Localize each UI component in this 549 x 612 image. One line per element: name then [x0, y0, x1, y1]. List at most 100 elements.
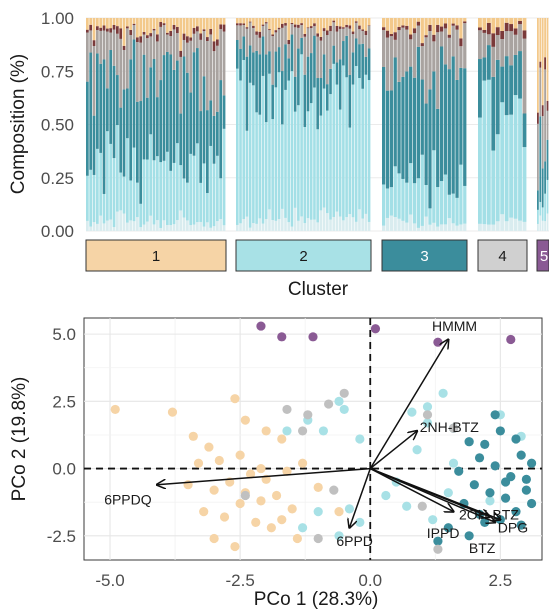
composition-bar-segment — [537, 190, 539, 210]
composition-bar-segment — [179, 56, 183, 114]
composition-bar-segment — [261, 25, 265, 37]
composition-bar-segment — [354, 38, 358, 66]
composition-bar-segment — [192, 224, 196, 231]
pcoa-vector-label: BTZ — [469, 540, 496, 556]
composition-bar-segment — [428, 224, 432, 231]
composition-bar-segment — [335, 84, 339, 212]
composition-bar-segment — [509, 114, 514, 218]
composition-bar-segment — [313, 219, 316, 231]
composition-bar-segment — [156, 18, 159, 35]
composition-bar-segment — [152, 59, 156, 161]
composition-bar-segment — [459, 164, 463, 225]
composition-bar-segment — [338, 109, 342, 217]
composition-bar-segment — [482, 57, 487, 81]
composition-bar-segment — [463, 23, 467, 69]
composition-bar-segment — [382, 184, 386, 226]
composition-bar-segment — [297, 105, 300, 221]
composition-bar-segment — [169, 170, 173, 226]
composition-bar-segment — [293, 18, 297, 25]
composition-bar-segment — [199, 182, 203, 222]
composition-bar-segment — [409, 34, 413, 40]
composition-bar-segment — [313, 26, 316, 36]
composition-bar-segment — [537, 18, 539, 113]
composition-bar-segment — [136, 18, 139, 38]
composition-bar-segment — [309, 53, 313, 104]
composition-bar-segment — [316, 222, 319, 231]
composition-bar-segment — [284, 44, 287, 90]
composition-bar-segment — [236, 18, 239, 24]
pcoa-point-cluster-2 — [344, 504, 355, 514]
composition-bar-segment — [405, 25, 409, 30]
composition-bar-segment — [306, 56, 310, 112]
composition-bar-segment — [382, 225, 386, 231]
pcoa-point-cluster-4 — [448, 423, 459, 433]
composition-bar-segment — [209, 227, 213, 231]
pcoa-point-cluster-3 — [480, 439, 490, 449]
composition-bar-segment — [166, 151, 169, 225]
composition-bar-segment — [416, 18, 421, 22]
pcoa-x-tick-label: -2.5 — [225, 571, 254, 590]
composition-bar-segment — [271, 119, 274, 221]
composition-bar-segment — [258, 37, 262, 55]
pcoa-point-cluster-1 — [297, 458, 308, 468]
composition-bar-segment — [486, 79, 491, 225]
composition-bar-segment — [284, 89, 287, 218]
composition-bar-segment — [216, 221, 219, 231]
composition-bar-segment — [86, 81, 89, 176]
cluster-strip-label: 3 — [420, 248, 428, 265]
composition-bar-segment — [513, 18, 518, 29]
composition-bar-segment — [500, 66, 505, 103]
composition-bar-segment — [420, 46, 424, 80]
pcoa-vector-arrow — [369, 467, 495, 523]
composition-bar-segment — [169, 36, 173, 55]
composition-bar-segment — [428, 18, 432, 25]
composition-y-ticks: 0.00 0.25 0.50 0.75 1.00 — [41, 9, 74, 241]
pcoa-point-cluster-3 — [511, 434, 521, 444]
composition-bar-segment — [546, 213, 549, 231]
composition-bar-segment — [459, 67, 463, 165]
composition-bar-segment — [248, 21, 252, 23]
composition-bar-segment — [89, 24, 93, 31]
composition-bar-segment — [401, 25, 405, 28]
composition-bar-segment — [486, 34, 491, 46]
composition-bar-segment — [258, 218, 262, 231]
composition-bar-segment — [409, 163, 413, 215]
composition-bar-segment — [202, 226, 206, 231]
pcoa-point-cluster-3 — [464, 437, 474, 447]
composition-bar-segment — [252, 52, 255, 86]
composition-bar-segment — [261, 18, 265, 25]
composition-bar-segment — [112, 65, 116, 159]
composition-bar-segment — [212, 18, 216, 42]
composition-bar-segment — [518, 20, 522, 25]
composition-bar-segment — [236, 68, 239, 225]
composition-bar-segment — [261, 36, 265, 76]
composition-bar-segment — [129, 34, 133, 60]
composition-bar-segment — [258, 18, 262, 32]
composition-bar-segment — [126, 138, 129, 223]
composition-bar-segment — [451, 18, 455, 24]
composition-bar-segment — [132, 147, 136, 222]
composition-bar-segment — [451, 193, 455, 224]
composition-bar-segment — [491, 46, 496, 77]
composition-bar-segment — [255, 18, 258, 32]
composition-bar-segment — [416, 178, 421, 228]
composition-bar-segment — [252, 25, 255, 28]
composition-bar-segment — [367, 25, 371, 49]
pcoa-points — [110, 321, 537, 554]
composition-bar-segment — [222, 24, 226, 32]
composition-bar-segment — [358, 29, 361, 45]
cluster-strip-4 — [477, 239, 528, 272]
composition-bar-segment — [541, 168, 544, 208]
pcoa-vector-arrow — [349, 468, 371, 528]
composition-bar-segment — [537, 112, 539, 124]
composition-bar-segment — [116, 26, 119, 34]
composition-y-tick-label: 1.00 — [41, 9, 74, 28]
composition-bars — [86, 18, 549, 231]
composition-bar-segment — [348, 28, 352, 75]
composition-bar-segment — [345, 217, 348, 231]
composition-bar-segment — [303, 74, 307, 127]
composition-bar-segment — [401, 27, 405, 77]
composition-bar-segment — [393, 18, 397, 33]
composition-bar-segment — [332, 22, 336, 46]
pcoa-point-cluster-3 — [469, 480, 479, 490]
